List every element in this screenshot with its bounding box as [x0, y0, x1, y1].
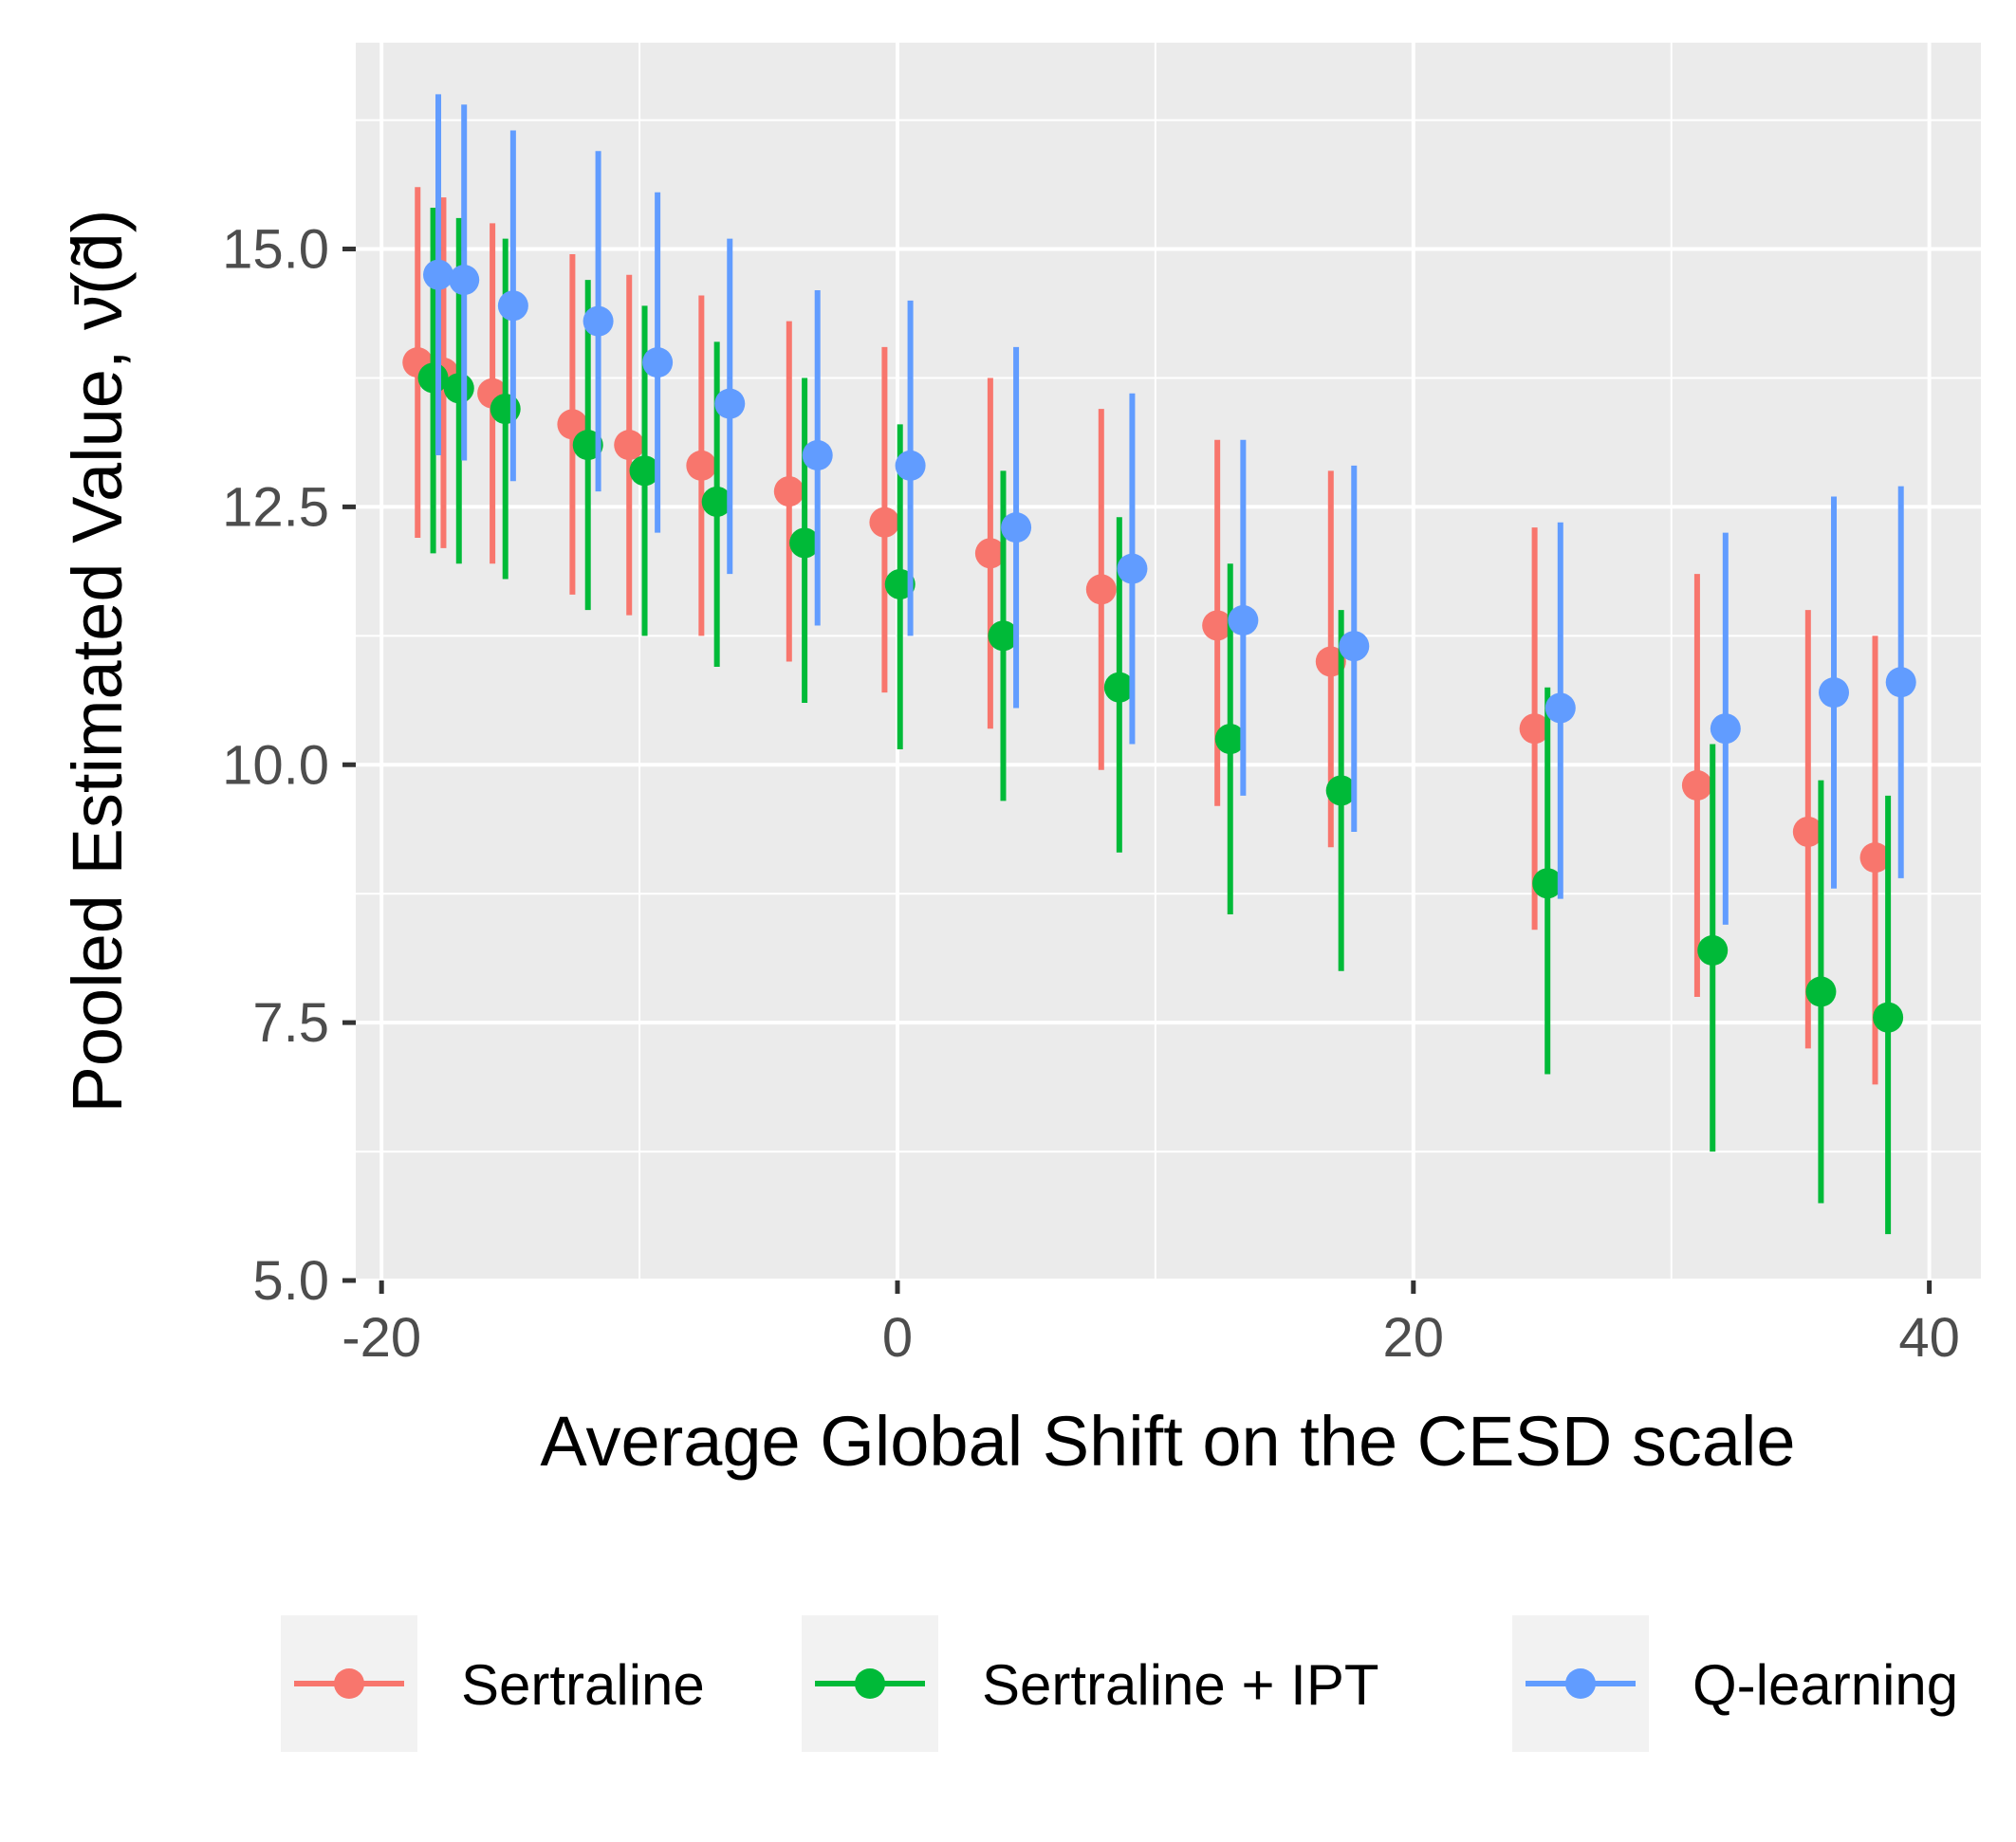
data-point [583, 305, 614, 337]
data-point [1885, 667, 1916, 698]
series-0 [402, 187, 1891, 1085]
y-tick-label: 7.5 [252, 992, 329, 1054]
data-point [490, 394, 521, 425]
data-point [1519, 713, 1550, 745]
data-point [1085, 574, 1117, 605]
data-point [629, 455, 660, 487]
series-layer [402, 94, 1916, 1235]
data-point [1228, 605, 1259, 635]
data-point [1792, 816, 1823, 847]
data-point [988, 620, 1019, 652]
legend-key-point [1565, 1668, 1596, 1699]
legend-key-point [334, 1668, 364, 1699]
data-point [1117, 553, 1148, 584]
data-point [714, 388, 746, 419]
y-tick-label: 10.0 [222, 734, 329, 796]
x-tick-label: -20 [342, 1307, 421, 1369]
data-point [1325, 775, 1357, 806]
axes-layer: 5.0 7.5 10.0 12.5 15.0 -20 0 20 40 [222, 219, 1960, 1370]
data-point [802, 440, 833, 470]
data-point [895, 450, 926, 481]
x-axis-title: Average Global Shift on the CESD scale [540, 1402, 1795, 1481]
x-tick-label: 40 [1898, 1307, 1960, 1369]
y-tick-label: 15.0 [222, 219, 329, 281]
data-point [1681, 770, 1712, 801]
legend-item-2: Q-learning [1512, 1615, 1958, 1752]
data-point [1532, 868, 1563, 899]
data-point [1001, 512, 1032, 543]
data-point [557, 409, 588, 440]
x-tick-label: 0 [882, 1307, 913, 1369]
x-tick-label: 20 [1383, 1307, 1445, 1369]
data-point [1339, 631, 1370, 662]
data-point [1859, 842, 1891, 874]
data-point [443, 373, 474, 404]
data-point [1103, 672, 1135, 703]
data-point [497, 290, 528, 322]
data-point [789, 527, 821, 559]
data-point [1710, 713, 1741, 745]
y-axis-title: Pooled Estimated Value, ν̄(d̃) [58, 210, 137, 1114]
data-point [1873, 1002, 1904, 1033]
data-point [701, 486, 732, 517]
legend: Sertraline Sertraline + IPT Q-learning [281, 1615, 1958, 1752]
y-tick-label: 5.0 [252, 1250, 329, 1312]
data-point [1544, 692, 1576, 724]
data-point [974, 538, 1006, 569]
legend-label: Q-learning [1692, 1653, 1958, 1717]
data-point [1805, 976, 1837, 1007]
data-point [614, 430, 645, 461]
series-2 [423, 94, 1916, 925]
data-point [642, 347, 674, 378]
legend-label: Sertraline + IPT [982, 1653, 1379, 1717]
data-point [686, 450, 717, 481]
legend-label: Sertraline [461, 1653, 705, 1717]
data-point [1697, 935, 1729, 966]
data-point [423, 259, 454, 290]
data-point [449, 265, 480, 296]
legend-item-0: Sertraline [281, 1615, 705, 1752]
data-point [773, 476, 805, 507]
legend-item-1: Sertraline + IPT [802, 1615, 1379, 1752]
data-point [1202, 610, 1233, 641]
data-point [1819, 677, 1850, 709]
legend-key-point [855, 1668, 885, 1699]
data-point [1214, 724, 1246, 755]
y-tick-label: 12.5 [222, 476, 329, 538]
data-point [869, 507, 900, 538]
